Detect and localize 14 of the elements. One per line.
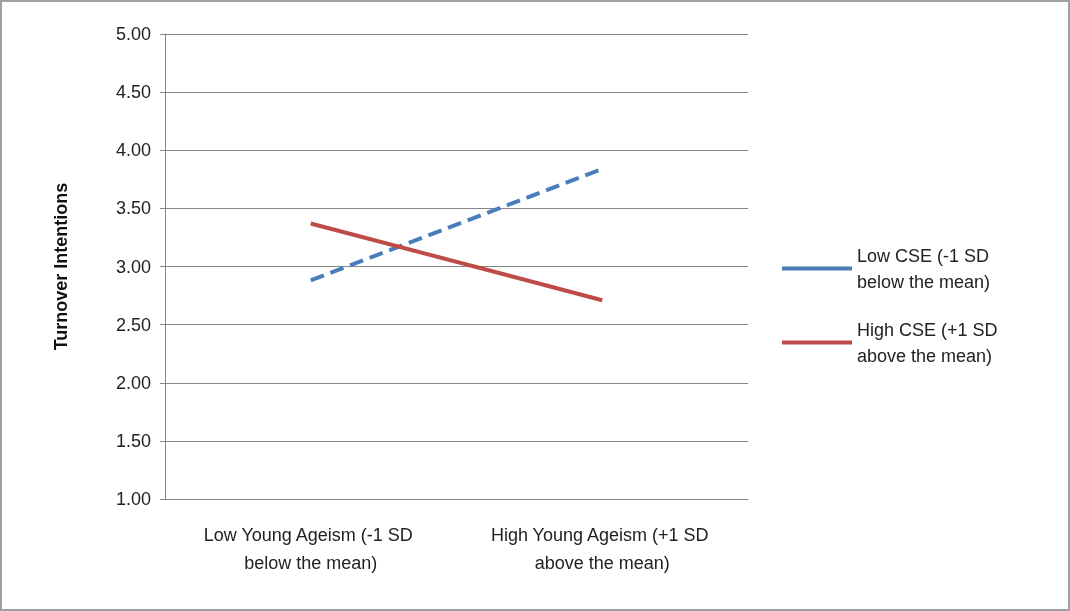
y-tick-label: 3.50	[115, 198, 151, 219]
y-tick-label: 4.50	[115, 82, 151, 103]
y-tick-label: 3.00	[115, 256, 151, 277]
y-tick-label: 1.50	[115, 430, 151, 451]
y-tick-label: 4.00	[115, 140, 151, 161]
y-tick-label: 5.00	[115, 24, 151, 44]
x-tick-label: High Young Ageism (+1 SD above the mean)	[490, 525, 714, 573]
y-tick-label: 2.50	[115, 314, 151, 335]
legend-label: High CSE (+1 SD above the mean)	[857, 319, 1003, 366]
legend-label: Low CSE (-1 SD below the mean)	[857, 245, 995, 292]
x-tick-label: Low Young Ageism (-1 SD below the mean)	[203, 525, 418, 573]
y-axis-title: Turnover Intentions	[51, 182, 71, 351]
y-tick-label: 1.00	[115, 489, 151, 509]
y-tick-label: 2.00	[115, 372, 151, 393]
